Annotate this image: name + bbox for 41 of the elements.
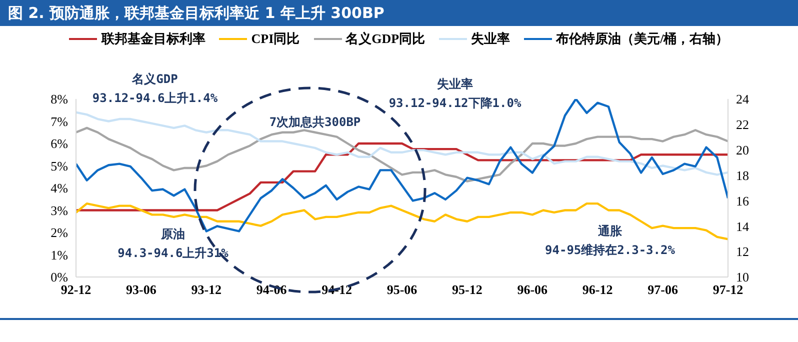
line-series: [76, 111, 728, 176]
x-tick-label: 93-06: [126, 282, 157, 298]
x-tick-label: 92-12: [60, 282, 92, 298]
x-tick-label: 96-12: [582, 282, 613, 298]
y-tick-label: 1%: [50, 247, 68, 262]
x-tick-label: 96-06: [517, 282, 548, 298]
y2-tick-label: 18: [736, 168, 749, 183]
legend-label: 布伦特原油（美元/桶，右轴）: [556, 30, 729, 48]
legend-label: 失业率: [471, 30, 510, 48]
y2-tick-label: 22: [736, 117, 749, 132]
annotation: 名义GDP 93.12-94.6上升1.4%: [92, 72, 218, 105]
annotation: 通胀 94-95维持在2.3-3.2%: [545, 224, 676, 257]
y2-tick-label: 24: [736, 92, 750, 107]
line-series: [76, 126, 728, 182]
y2-tick-label: 16: [736, 193, 750, 208]
y-tick-label: 8%: [50, 92, 68, 107]
x-tick-label: 95-12: [452, 282, 482, 298]
x-tick-label: 95-06: [386, 282, 418, 298]
annotation: 7次加息共300BP: [269, 115, 361, 129]
y2-tick-label: 12: [736, 244, 749, 260]
y2-tick-label: 14: [736, 218, 750, 234]
legend-label: 联邦基金目标利率: [101, 30, 206, 48]
y2-tick-label: 20: [736, 142, 749, 158]
annotation: 失业率 93.12-94.12下降1.0%: [388, 77, 522, 110]
y-tick-label: 5%: [50, 158, 68, 174]
legend-label: CPI同比: [251, 30, 300, 48]
line-series: [76, 142, 728, 212]
y-tick-label: 4%: [50, 180, 68, 196]
line-series: [76, 202, 728, 240]
y-tick-label: 3%: [50, 202, 68, 218]
y-tick-label: 0%: [50, 270, 68, 285]
legend-label: 名义GDP同比: [346, 30, 426, 48]
y2-tick-label: 10: [736, 270, 749, 285]
y-tick-label: 7%: [50, 114, 68, 129]
x-tick-label: 97-12: [712, 282, 744, 298]
y-tick-label: 6%: [50, 136, 68, 152]
x-tick-label: 93-12: [191, 282, 222, 298]
x-tick-label: 97-06: [648, 282, 678, 298]
annotation: 原油 94.3-94.6上升31%: [118, 227, 230, 260]
y-tick-label: 2%: [50, 225, 68, 240]
chart-title: 图 2. 预防通胀，联邦基金目标利率近 1 年上升 300BP: [0, 0, 798, 26]
